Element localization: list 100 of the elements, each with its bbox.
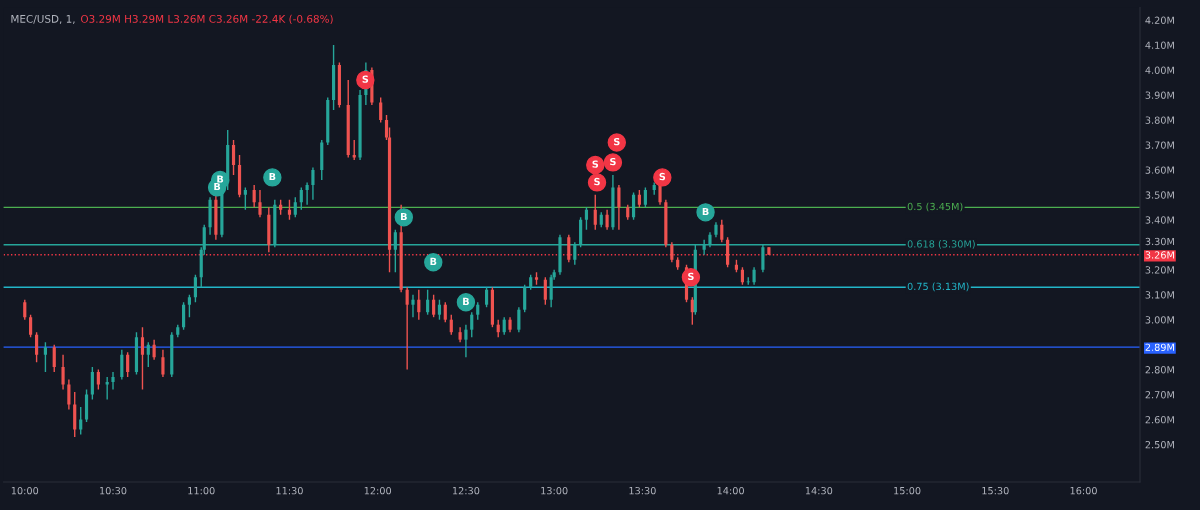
y-tick-label: 3.90M [1145, 91, 1174, 99]
x-tick-label: 12:00 [364, 486, 392, 495]
candlestick [437, 299, 442, 321]
candlestick [417, 289, 421, 321]
candlestick [432, 294, 436, 318]
x-tick-label: 14:30 [805, 486, 833, 495]
y-tick-label: 3.20M [1145, 266, 1174, 274]
y-tick-label: 3.80M [1145, 116, 1174, 124]
candlestick [379, 96, 383, 124]
candlestick [690, 296, 694, 326]
data-label: S [594, 177, 600, 186]
candlestick [593, 194, 597, 231]
candlestick [293, 196, 297, 219]
candlestick [187, 294, 191, 318]
candlestick [35, 331, 39, 363]
y-tick-label: 2.60M [1145, 416, 1174, 424]
data-label: S [613, 137, 620, 146]
data-label: S [362, 75, 369, 83]
y-tick-label: 2.70M [1145, 391, 1174, 399]
y-tick-label: 2.80M [1145, 366, 1174, 374]
y-tick-label: 3.00M [1145, 316, 1174, 324]
data-label: B [401, 212, 407, 221]
candlestick [61, 353, 65, 391]
candlestick [523, 284, 527, 313]
candlestick [470, 311, 474, 338]
candlestick [426, 289, 430, 316]
x-tick-label: 13:00 [541, 486, 568, 495]
candlestick [52, 343, 56, 373]
candlestick [193, 274, 197, 303]
candlestick [258, 189, 262, 219]
y-tick-label: 2.50M [1145, 440, 1174, 449]
candlestick [152, 338, 156, 361]
candlestick [299, 186, 303, 211]
data-label: B [214, 182, 221, 191]
candlestick [126, 351, 130, 378]
x-tick-label: 11:00 [188, 486, 215, 495]
y-tick-label: 4.00M [1145, 66, 1174, 74]
y-tick-label: 3.26M [1145, 251, 1174, 259]
y-tick-label: 3.40M [1145, 216, 1174, 224]
candlestick [484, 286, 489, 308]
ref-line-label: 0.75 (3.13M) [907, 282, 969, 292]
data-label: B [269, 172, 276, 181]
ref-line-label: 0.618 (3.30M) [907, 240, 975, 249]
candlestick [549, 274, 553, 308]
candlestick [111, 371, 115, 391]
candlestick [140, 326, 145, 391]
data-label: B [702, 207, 709, 216]
data-label: S [592, 160, 599, 168]
candlestick [617, 184, 621, 231]
candlestick [449, 314, 453, 336]
x-tick-label: 12:30 [452, 486, 480, 495]
candlestick [182, 301, 186, 331]
candlestick [79, 406, 83, 436]
candlestick [443, 301, 447, 323]
text: MEC/USD, 1, [11, 14, 75, 24]
data-label: B [463, 297, 469, 305]
candlestick [105, 376, 109, 401]
candlestick [567, 234, 571, 263]
data-label: S [659, 172, 666, 181]
candlestick [161, 348, 165, 378]
candlestick [231, 139, 236, 176]
text: O3.29M H3.29M L3.26M C3.26M -22.4K (-0.68%) [81, 14, 333, 25]
y-tick-label: 2.89M [1145, 343, 1174, 351]
x-tick-label: 16:00 [1070, 486, 1097, 495]
y-tick-label: 4.10M [1145, 41, 1174, 49]
candlestick [90, 366, 94, 401]
data-label: S [610, 157, 616, 166]
candlestick [120, 348, 124, 381]
data-label: B [217, 175, 224, 183]
candlestick [96, 368, 100, 391]
candlestick [517, 306, 521, 333]
candlestick [720, 219, 724, 243]
candlestick [405, 286, 409, 371]
data-label: B [430, 257, 437, 265]
candlestick [670, 241, 674, 263]
candlestick [287, 199, 292, 221]
y-tick-label: 3.50M [1145, 191, 1174, 199]
candlestick [43, 341, 48, 373]
candlestick [243, 186, 247, 211]
y-tick-label: 4.20M [1145, 16, 1174, 24]
candlestick [411, 294, 415, 318]
candlestick [252, 184, 256, 209]
x-tick-label: 10:30 [100, 486, 127, 495]
y-tick-label: 3.70M [1145, 141, 1174, 149]
candlestick [29, 314, 33, 338]
candlestick [584, 206, 589, 231]
candlestick [23, 299, 27, 321]
candlestick [543, 276, 547, 306]
candlestick [464, 323, 468, 358]
candlestick [67, 378, 71, 411]
x-tick-label: 11:30 [276, 486, 303, 495]
candlestick [631, 191, 636, 221]
candlestick [305, 181, 309, 206]
candlestick [146, 341, 150, 368]
x-tick-label: 14:00 [717, 486, 744, 495]
y-tick-label: 3.10M [1145, 291, 1174, 299]
data-label: S [688, 272, 694, 281]
candlestick [643, 186, 647, 209]
candlestick [311, 166, 315, 201]
x-tick-label: 13:30 [629, 486, 656, 495]
